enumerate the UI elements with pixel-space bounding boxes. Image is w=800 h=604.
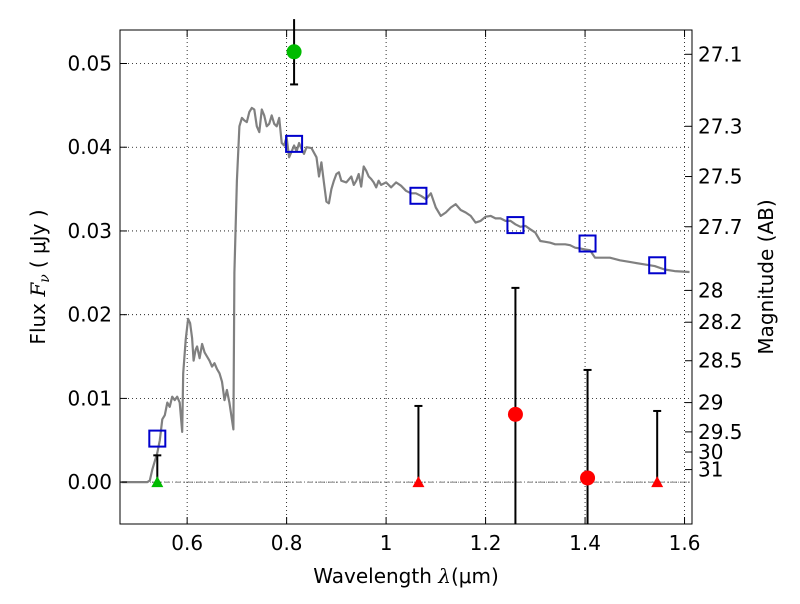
y2-tick-label: 27.3: [698, 114, 743, 138]
y2-tick-label: 28: [698, 278, 723, 302]
upper-limit-marker: [412, 476, 425, 488]
y-tick-label: 0.01: [67, 386, 112, 410]
y-tick-label: 0.00: [67, 470, 112, 494]
detection-point: [286, 44, 302, 60]
ticks: 0.6 0.8 1 1.2 1.4 1.6 0.00 0.01 0.02 0.03 0.04 0.05…: [67, 30, 743, 555]
detection-point: [580, 470, 596, 486]
y-tick-label: 0.04: [67, 135, 112, 159]
y-tick-label: 0.03: [67, 219, 112, 243]
model-square: [506, 216, 525, 235]
y2-tick-label: 31: [698, 458, 723, 482]
y-axis-label: Flux Fν( μJy ): [26, 209, 53, 344]
detection-point: [507, 406, 523, 422]
plot-frame: [119, 29, 693, 525]
upper-limit-marker: [151, 476, 164, 488]
y-tick-label: 0.05: [67, 51, 112, 75]
y2-axis-label: Magnitude (AB): [754, 199, 778, 354]
x-tick-label: 1: [380, 531, 393, 555]
x-tick-label: 0.8: [271, 531, 303, 555]
y2-tick-label: 30: [698, 440, 723, 464]
y2-tick-label: 27.5: [698, 165, 743, 189]
y2-tick-label: 27.1: [698, 42, 743, 66]
model-square: [578, 234, 597, 253]
x-tick-label: 1.6: [669, 531, 701, 555]
model-square: [148, 429, 167, 448]
x-axis-label: Wavelength λ(μm): [313, 564, 499, 588]
y2-tick-label: 29: [698, 391, 723, 415]
x-tick-label: 1.4: [569, 531, 601, 555]
y2-tick-label: 27.7: [698, 215, 743, 239]
y2-tick-label: 28.2: [698, 310, 743, 334]
x-tick-label: 1.2: [470, 531, 502, 555]
y2-tick-label: 29.5: [698, 420, 743, 444]
y-tick-label: 0.02: [67, 303, 112, 327]
upper-limit-marker: [651, 476, 664, 488]
model-square: [648, 256, 667, 275]
y2-tick-label: 28.5: [698, 349, 743, 373]
plot-area: [121, 19, 690, 524]
model-square: [409, 186, 428, 205]
x-tick-label: 0.6: [171, 531, 203, 555]
model-square: [285, 134, 304, 153]
